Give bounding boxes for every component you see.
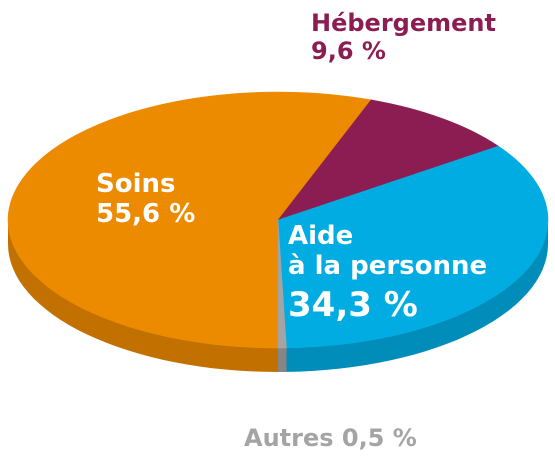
- pie-slice-autres: [277, 219, 287, 349]
- pie-side-autres: [278, 347, 287, 372]
- pie-slice-aide: [277, 145, 549, 349]
- label-hebergement: Hébergement 9,6 %: [311, 9, 496, 65]
- label-soins: Soins 55,6 %: [96, 169, 196, 230]
- label-aide: Aide à la personne 34,3 %: [288, 221, 488, 325]
- label-aide-name-line1: Aide: [288, 221, 354, 251]
- label-hebergement-name: Hébergement: [311, 9, 496, 37]
- pie-side-soins: [8, 220, 278, 372]
- label-soins-name: Soins: [96, 169, 176, 199]
- label-autres: Autres 0,5 %: [244, 424, 417, 452]
- label-aide-value: 34,3 %: [288, 284, 418, 325]
- label-hebergement-value: 9,6 %: [311, 36, 386, 65]
- label-soins-value: 55,6 %: [96, 198, 196, 229]
- pie-slice-soins: [7, 91, 372, 349]
- pie-slice-hebergement: [277, 99, 499, 221]
- label-aide-name-line2: à la personne: [288, 250, 488, 281]
